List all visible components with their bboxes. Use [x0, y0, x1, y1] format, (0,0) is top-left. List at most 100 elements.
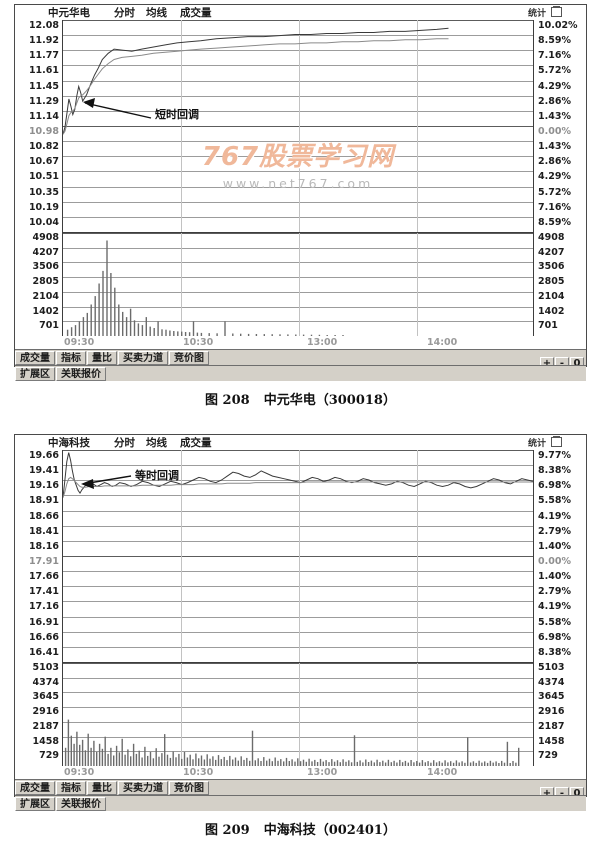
volume-bar	[66, 329, 69, 336]
volume-bar	[319, 758, 322, 766]
menu-item-intraday[interactable]: 分时	[114, 7, 135, 19]
volume-bar	[501, 760, 503, 766]
gridline	[63, 616, 533, 618]
volume-bar	[299, 761, 302, 766]
volume-bar	[141, 757, 143, 766]
percent-tick-right: 5.58%	[538, 495, 571, 507]
volume-bar	[196, 332, 199, 336]
restore-window-icon[interactable]	[551, 436, 562, 447]
toolbar-row1-fig208: 成交量 指标 量比 买卖力道 竞价图 + -0	[15, 349, 586, 370]
volume-bar	[172, 751, 174, 766]
volume-tick-right: 2916	[538, 706, 565, 718]
chart-header-fig208: 中元华电 分时 均线 成交量 统计	[15, 5, 586, 20]
intraday-price-line	[63, 27, 449, 135]
percent-tick-right: 1.40%	[538, 571, 571, 583]
toolbar-button[interactable]: 成交量	[15, 781, 55, 795]
volume-bar	[216, 333, 218, 336]
gridline	[63, 525, 533, 527]
toolbar-button[interactable]: 关联报价	[56, 367, 106, 381]
volume-bar	[145, 317, 147, 336]
toolbar-button[interactable]: 买卖力道	[118, 351, 168, 365]
price-tick-left: 17.41	[28, 586, 59, 598]
volume-bar	[492, 762, 494, 766]
volume-bar	[90, 304, 92, 336]
volume-bar	[427, 761, 429, 766]
volume-tick-right: 3645	[538, 691, 565, 703]
toolbar-button[interactable]: 扩展区	[15, 367, 55, 381]
toolbar-button[interactable]: 竞价图	[169, 781, 209, 795]
gridline	[63, 110, 533, 112]
menu-item-moving-average[interactable]: 均线	[146, 7, 167, 19]
menu-item-volume[interactable]: 成交量	[180, 7, 212, 19]
volume-bar	[177, 331, 179, 336]
gridline	[63, 465, 533, 467]
price-tick-left: 16.41	[28, 646, 59, 658]
toolbar-button[interactable]: 成交量	[15, 351, 55, 365]
menu-item-intraday[interactable]: 分时	[114, 437, 135, 449]
volume-bar	[147, 755, 149, 766]
volume-bar	[413, 762, 415, 766]
volume-subchart	[63, 233, 533, 336]
time-tick: 13:00	[307, 337, 338, 348]
volume-tick-left: 1458	[32, 735, 59, 747]
toolbar-button[interactable]: 买卖力道	[118, 781, 168, 795]
price-tick-left: 11.45	[28, 80, 59, 92]
percent-tick-right: 6.98%	[538, 631, 571, 643]
gridline	[63, 510, 533, 512]
volume-bar	[246, 757, 248, 766]
chart-canvas-fig209[interactable]: 等时回调	[62, 450, 534, 766]
volume-bar	[158, 756, 160, 766]
volume-bar	[464, 762, 466, 766]
session-divider	[181, 20, 182, 232]
volume-tick-left: 3645	[32, 691, 59, 703]
price-lines	[63, 27, 449, 135]
toolbar-button[interactable]: 竞价图	[169, 351, 209, 365]
volume-bars	[64, 719, 520, 766]
volume-bar	[212, 756, 214, 766]
volume-bar	[195, 753, 197, 766]
volume-tick-right: 2187	[538, 720, 565, 732]
volume-bar	[183, 751, 186, 766]
gridline	[63, 631, 533, 633]
volume-bar	[164, 734, 166, 766]
volume-tick-left: 2916	[32, 706, 59, 718]
volume-bar	[266, 760, 268, 766]
caption-stock-name: 中海科技	[263, 823, 316, 838]
gridline	[63, 736, 533, 738]
chart-canvas-fig208[interactable]: 767股票学习网 www.net767.com 短时回调	[62, 20, 534, 336]
restore-window-icon[interactable]	[551, 6, 562, 17]
volume-bar	[79, 744, 81, 766]
volume-bar	[161, 753, 163, 766]
toolbar-button[interactable]: 扩展区	[15, 797, 55, 811]
volume-bar	[481, 762, 483, 766]
gridline	[63, 186, 533, 188]
menu-item-volume[interactable]: 成交量	[180, 437, 212, 449]
toolbar-button[interactable]: 指标	[56, 781, 86, 795]
time-tick: 10:30	[183, 767, 214, 778]
volume-bar	[279, 334, 281, 336]
volume-bar	[181, 331, 183, 336]
toolbar-button[interactable]: 量比	[87, 781, 117, 795]
volume-tick-right: 3506	[538, 261, 565, 273]
volume-bar	[84, 750, 87, 766]
statistics-label[interactable]: 统计	[527, 9, 546, 19]
volume-bar	[288, 761, 290, 766]
price-tick-left: 11.77	[28, 50, 59, 62]
gridline	[63, 321, 533, 323]
percent-tick-right: 1.40%	[538, 540, 571, 552]
volume-tick-left: 4207	[32, 246, 59, 258]
chart-window-fig209: 中海科技 分时 均线 成交量 统计 19.66 19.41 19.16 18.91 18…	[14, 434, 587, 811]
time-tick: 14:00	[427, 337, 458, 348]
statistics-label[interactable]: 统计	[527, 439, 546, 449]
menu-item-moving-average[interactable]: 均线	[146, 437, 167, 449]
session-divider	[417, 450, 418, 662]
volume-bar	[438, 761, 441, 766]
volume-bar	[90, 747, 92, 766]
volume-bar	[356, 761, 358, 766]
price-tick-left: 12.08	[28, 20, 59, 31]
toolbar-button[interactable]: 量比	[87, 351, 117, 365]
volume-bar	[435, 762, 438, 766]
toolbar-button[interactable]: 指标	[56, 351, 86, 365]
toolbar-button[interactable]: 关联报价	[56, 797, 106, 811]
subchart-divider	[63, 662, 533, 663]
